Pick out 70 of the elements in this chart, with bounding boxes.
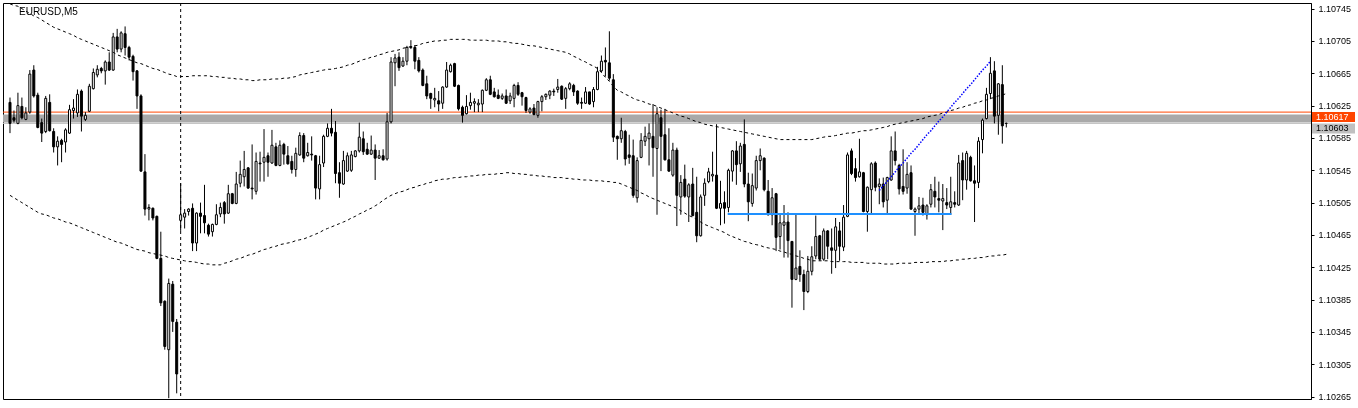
ref-line-label: 1.10617 <box>1316 112 1349 123</box>
y-tick-label: 1.10705 <box>1318 36 1352 47</box>
y-tick-label: 1.10305 <box>1318 359 1352 370</box>
candlestick <box>361 131 365 156</box>
candlestick <box>242 150 246 187</box>
y-tick-label: 1.10345 <box>1318 327 1352 338</box>
candlestick <box>226 184 230 215</box>
candlestick <box>838 221 842 262</box>
candlestick <box>16 92 20 125</box>
y-tick-label: 1.10545 <box>1318 165 1352 176</box>
candlestick <box>437 90 441 112</box>
candlestick <box>262 128 266 183</box>
candlestick <box>564 86 568 110</box>
y-tick-label: 1.10505 <box>1318 198 1352 209</box>
candlestick <box>56 135 60 166</box>
candlestick <box>512 83 516 108</box>
candlestick <box>695 176 699 243</box>
candlestick <box>703 177 707 207</box>
candlestick <box>687 182 691 223</box>
candlestick <box>52 127 56 154</box>
candlestick <box>123 25 127 57</box>
candlestick <box>413 44 417 70</box>
candlestick <box>234 171 238 205</box>
candlestick <box>901 148 905 196</box>
y-tick-label: 1.10465 <box>1318 230 1352 241</box>
candlestick <box>540 94 544 112</box>
candlestick <box>119 30 123 53</box>
candlestick <box>250 143 254 200</box>
candlestick <box>369 135 373 156</box>
candlestick <box>349 150 353 173</box>
chart-title: EURUSD,M5 <box>19 6 79 17</box>
candlestick <box>75 88 79 118</box>
candlestick <box>933 176 937 208</box>
candlestick <box>202 184 206 234</box>
candlestick <box>826 229 830 260</box>
candlestick <box>683 164 687 199</box>
candlestick <box>464 94 468 116</box>
candlestick <box>183 208 187 229</box>
candlestick <box>103 59 107 86</box>
candlestick <box>969 155 973 183</box>
candlestick <box>433 87 437 108</box>
candlestick <box>881 177 885 208</box>
y-tick-label: 1.10585 <box>1318 133 1352 144</box>
candlestick <box>278 139 282 167</box>
candlestick <box>341 150 345 186</box>
ref-line-label: 1.10603 <box>1316 123 1349 134</box>
candlestick <box>282 142 286 166</box>
candlestick <box>937 181 941 213</box>
y-tick-label: 1.10625 <box>1318 101 1352 112</box>
y-tick-label: 1.10385 <box>1318 295 1352 306</box>
candlestick <box>20 97 24 120</box>
candlestick <box>941 183 945 231</box>
candlestick <box>603 46 607 78</box>
y-tick-label: 1.10665 <box>1318 68 1352 79</box>
candlestick <box>818 234 822 262</box>
y-tick-label: 1.10745 <box>1318 4 1352 15</box>
candlestick <box>980 118 984 154</box>
y-tick-label: 1.10425 <box>1318 262 1352 273</box>
y-tick-label: 1.10265 <box>1318 392 1352 403</box>
candlestick <box>357 122 361 154</box>
candlestick <box>8 97 12 134</box>
candlestick <box>286 145 290 166</box>
candlestick <box>302 132 306 163</box>
candlestick <box>949 176 953 216</box>
candlestick <box>782 204 786 259</box>
candlestick <box>734 140 738 186</box>
candlestick <box>945 187 949 210</box>
candlestick <box>607 30 611 82</box>
candlestick <box>373 143 377 181</box>
candlestick <box>377 149 381 160</box>
